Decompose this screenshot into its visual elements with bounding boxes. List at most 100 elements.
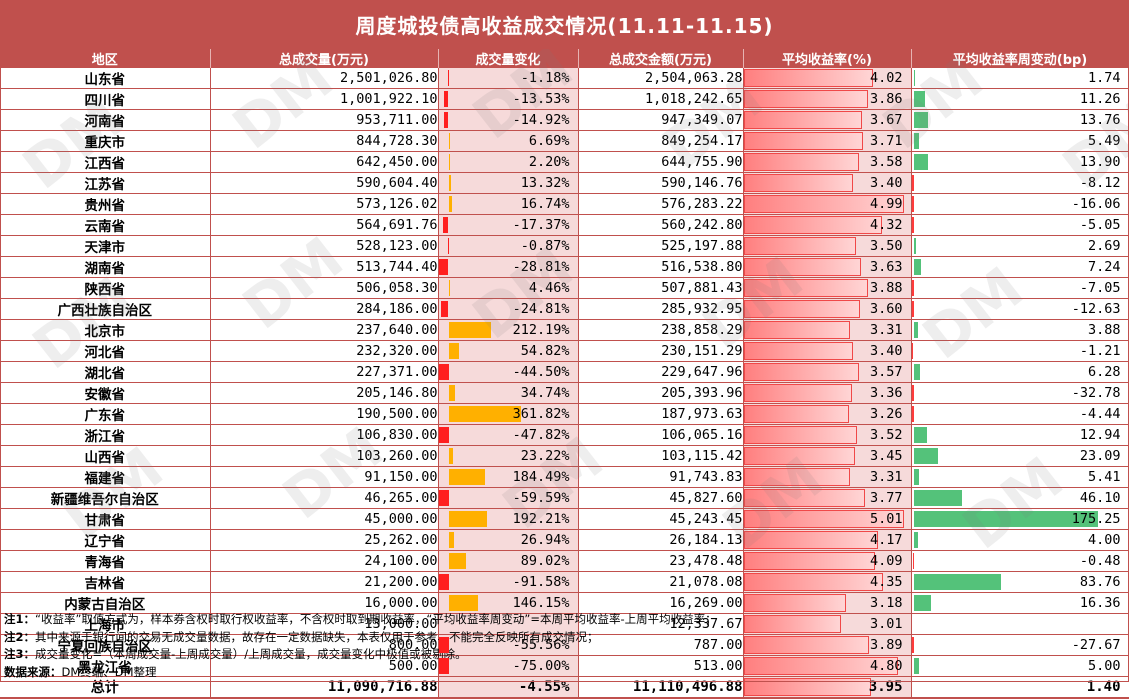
yield-bar bbox=[743, 237, 857, 255]
yield-bar bbox=[743, 279, 869, 297]
volume-cell: 232,320.00 bbox=[210, 340, 439, 362]
volume-change-cell: 361.82% bbox=[438, 403, 579, 425]
amount-cell: 45,827.60 bbox=[578, 487, 744, 509]
yield-change-cell: 13.76 bbox=[911, 109, 1129, 131]
yield-value: 4.35 bbox=[869, 573, 903, 590]
table-row: 江苏省 590,604.40 13.32% 590,146.76 3.40 -8.12 bbox=[0, 172, 1129, 194]
volume-change-value: -91.58% bbox=[512, 573, 570, 590]
region-cell: 广西壮族自治区 bbox=[0, 298, 211, 320]
volume-change-value: 192.21% bbox=[512, 510, 570, 527]
yield-bar bbox=[743, 531, 878, 549]
yield-cell: 3.36 bbox=[743, 382, 912, 404]
yield-change-bar bbox=[913, 595, 931, 611]
yield-value: 3.58 bbox=[869, 153, 903, 170]
yield-change-bar bbox=[913, 238, 917, 254]
volume-change-bar bbox=[438, 574, 449, 590]
yield-cell: 3.45 bbox=[743, 445, 912, 467]
volume-cell: 190,500.00 bbox=[210, 403, 439, 425]
yield-value: 4.32 bbox=[869, 216, 903, 233]
yield-change-cell: 175.25 bbox=[911, 508, 1129, 530]
amount-cell: 26,184.13 bbox=[578, 529, 744, 551]
volume-cell: 642,450.00 bbox=[210, 151, 439, 173]
yield-bar bbox=[743, 426, 858, 444]
volume-change-value: -75.00% bbox=[512, 657, 570, 674]
volume-change-bar bbox=[448, 322, 491, 338]
yield-change-cell: 3.88 bbox=[911, 319, 1129, 341]
table-row: 辽宁省 25,262.00 26.94% 26,184.13 4.17 4.00 bbox=[0, 529, 1129, 551]
yield-change-value: 4.00 bbox=[1087, 531, 1121, 548]
table-row: 河南省 953,711.00 -14.92% 947,349.07 3.67 13.76 bbox=[0, 109, 1129, 131]
volume-change-cell: 26.94% bbox=[438, 529, 579, 551]
yield-change-value: -0.48 bbox=[1079, 552, 1121, 569]
volume-change-value: -47.82% bbox=[512, 426, 570, 443]
yield-value: 3.31 bbox=[869, 321, 903, 338]
amount-cell: 2,504,063.28 bbox=[578, 68, 744, 89]
note-text: 其中来源于银行间的交易无成交量数据，故存在一定数据缺失，本表仅用于参考、不能完全… bbox=[35, 629, 599, 644]
yield-cell: 3.89 bbox=[743, 634, 912, 656]
yield-change-cell: -4.44 bbox=[911, 403, 1129, 425]
yield-cell: 3.63 bbox=[743, 256, 912, 278]
volume-change-value: -0.87% bbox=[520, 237, 570, 254]
yield-bar bbox=[743, 300, 860, 318]
volume-change-value: -44.50% bbox=[512, 363, 570, 380]
region-cell: 江西省 bbox=[0, 151, 211, 173]
yield-change-value: -27.67 bbox=[1071, 636, 1121, 653]
yield-bar bbox=[743, 552, 876, 570]
amount-cell: 787.00 bbox=[578, 634, 744, 656]
region-cell: 新疆维吾尔自治区 bbox=[0, 487, 211, 509]
yield-change-value: 7.24 bbox=[1087, 258, 1121, 275]
table-row: 广东省 190,500.00 361.82% 187,973.63 3.26 -4.44 bbox=[0, 403, 1129, 425]
volume-change-value: 146.15% bbox=[512, 594, 570, 611]
yield-cell: 4.80 bbox=[743, 655, 912, 677]
volume-change-bar bbox=[448, 238, 450, 254]
volume-change-bar bbox=[448, 343, 460, 359]
yield-change-bar bbox=[913, 70, 916, 86]
volume-change-cell: 16.74% bbox=[438, 193, 579, 215]
yield-value: 4.80 bbox=[869, 657, 903, 674]
yield-change-cell: 12.94 bbox=[911, 424, 1129, 446]
volume-change-value: -14.92% bbox=[512, 111, 570, 128]
volume-cell: 800.00 bbox=[210, 634, 439, 656]
amount-cell: 525,197.88 bbox=[578, 235, 744, 257]
volume-change-bar bbox=[448, 469, 486, 485]
volume-change-bar bbox=[448, 154, 450, 170]
yield-change-value: -8.12 bbox=[1079, 174, 1121, 191]
header-row: 地区 总成交量(万元) 成交量变化 总成交金额(万元) 平均收益率(%) 平均收… bbox=[0, 49, 1129, 68]
yield-change-value: 175.25 bbox=[1071, 510, 1121, 527]
yield-change-value: -4.44 bbox=[1079, 405, 1121, 422]
yield-cell: 4.17 bbox=[743, 529, 912, 551]
volume-change-value: -55.56% bbox=[512, 636, 570, 653]
yield-change-cell: 83.76 bbox=[911, 571, 1129, 593]
volume-change-value: 4.46% bbox=[528, 279, 570, 296]
yield-value: 3.71 bbox=[869, 132, 903, 149]
header-region: 地区 bbox=[0, 49, 211, 68]
volume-cell: 2,501,026.80 bbox=[210, 68, 439, 89]
yield-change-bar bbox=[911, 406, 914, 422]
region-cell: 青海省 bbox=[0, 550, 211, 572]
yield-change-cell: 1.74 bbox=[911, 68, 1129, 89]
yield-change-cell: 46.10 bbox=[911, 487, 1129, 509]
volume-cell: 103,260.00 bbox=[210, 445, 439, 467]
volume-change-value: -17.37% bbox=[512, 216, 570, 233]
yield-value: 3.63 bbox=[869, 258, 903, 275]
table-row: 黑龙江省 500.00 -75.00% 513.00 4.80 5.00 bbox=[0, 655, 1129, 677]
yield-bar bbox=[743, 90, 868, 108]
volume-change-cell: 184.49% bbox=[438, 466, 579, 488]
volume-cell: 953,711.00 bbox=[210, 109, 439, 131]
yield-value: 3.31 bbox=[869, 468, 903, 485]
yield-value: 5.01 bbox=[869, 510, 903, 527]
yield-cell: 3.57 bbox=[743, 361, 912, 383]
table-row: 湖南省 513,744.40 -28.81% 516,538.80 3.63 7.24 bbox=[0, 256, 1129, 278]
volume-change-cell: 23.22% bbox=[438, 445, 579, 467]
volume-change-value: 184.49% bbox=[512, 468, 570, 485]
yield-change-cell: 6.28 bbox=[911, 361, 1129, 383]
yield-change-cell: 16.36 bbox=[911, 592, 1129, 614]
volume-change-bar bbox=[442, 217, 449, 233]
yield-value: 3.67 bbox=[869, 111, 903, 128]
yield-value: 3.26 bbox=[869, 405, 903, 422]
yield-change-bar bbox=[913, 154, 929, 170]
yield-value: 3.89 bbox=[869, 636, 903, 653]
volume-change-cell: 34.74% bbox=[438, 382, 579, 404]
volume-change-cell: -13.53% bbox=[438, 88, 579, 110]
volume-change-cell: -14.92% bbox=[438, 109, 579, 131]
